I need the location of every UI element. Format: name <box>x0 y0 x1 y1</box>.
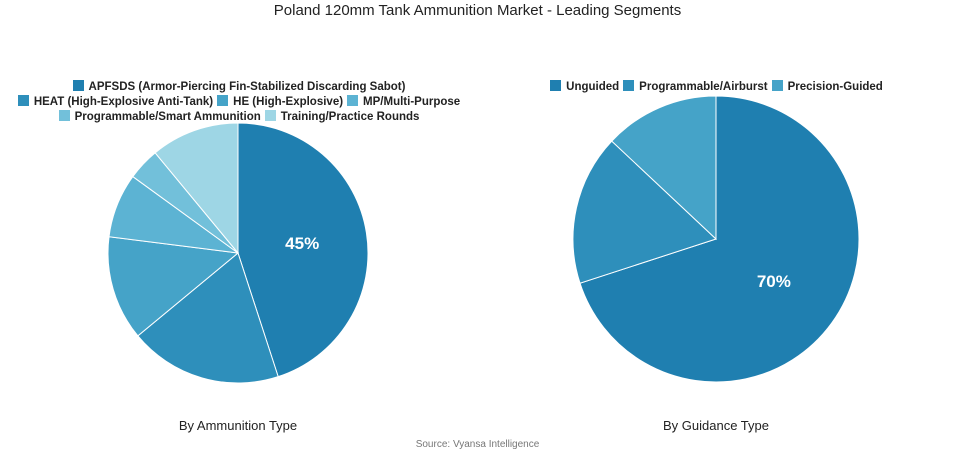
pie-slice <box>107 236 240 337</box>
legend-label: APFSDS (Armor-Piercing Fin-Stabilized Di… <box>88 81 406 93</box>
source-note: Source: Vyansa Intelligence <box>415 439 540 450</box>
legend-swatch <box>550 80 562 91</box>
legend-swatch <box>347 95 359 106</box>
pie-slice <box>611 95 717 241</box>
legend-label: HE (High-Explosive) <box>233 96 344 108</box>
legend-swatch <box>264 110 276 121</box>
legend-label: Training/Practice Rounds <box>280 111 420 123</box>
subtitle-guidance: By Guidance Type <box>663 418 769 433</box>
pie-slice <box>579 95 860 383</box>
legend-swatch <box>72 80 84 91</box>
legend-label: Precision-Guided <box>787 81 883 93</box>
legend-item: Unguided <box>550 80 619 95</box>
legend-label: Programmable/Airburst <box>639 81 768 93</box>
legend-guidance: Unguided Programmable/Airburst Precision-G… <box>478 80 955 95</box>
legend-swatch <box>17 95 29 106</box>
subtitle-ammunition: By Ammunition Type <box>178 418 298 433</box>
pie-slice <box>237 122 369 378</box>
legend-item: Training/Practice Rounds <box>264 110 420 125</box>
legend-item: HEAT (High-Explosive Anti-Tank) <box>17 95 214 110</box>
legend-item: APFSDS (Armor-Piercing Fin-Stabilized Di… <box>72 80 406 95</box>
pie-slice <box>572 140 717 284</box>
legend-label: Programmable/Smart Ammunition <box>74 111 261 123</box>
pie-slice <box>137 252 279 384</box>
legend-label: HEAT (High-Explosive Anti-Tank) <box>33 96 214 108</box>
legend-swatch <box>623 80 635 91</box>
legend-swatch <box>217 95 229 106</box>
legend-item: Precision-Guided <box>771 80 883 95</box>
legend-item: Programmable/Airburst <box>623 80 768 95</box>
legend-label: MP/Multi-Purpose <box>363 96 461 108</box>
pie-slice <box>154 122 239 255</box>
legend-swatch <box>771 80 783 91</box>
legend-item: HE (High-Explosive) <box>217 95 343 110</box>
legend-item: Programmable/Smart Ammunition <box>58 110 261 125</box>
legend-swatch <box>58 110 70 121</box>
data-label: 45% <box>285 234 319 253</box>
legend-label: Unguided <box>566 81 620 93</box>
legend-item: MP/Multi-Purpose <box>347 95 460 110</box>
data-label: 70% <box>757 272 791 291</box>
legend-ammunition: APFSDS (Armor-Piercing Fin-Stabilized Di… <box>0 80 478 125</box>
chart-title: Poland 120mm Tank Ammunition Market - Le… <box>273 2 682 19</box>
